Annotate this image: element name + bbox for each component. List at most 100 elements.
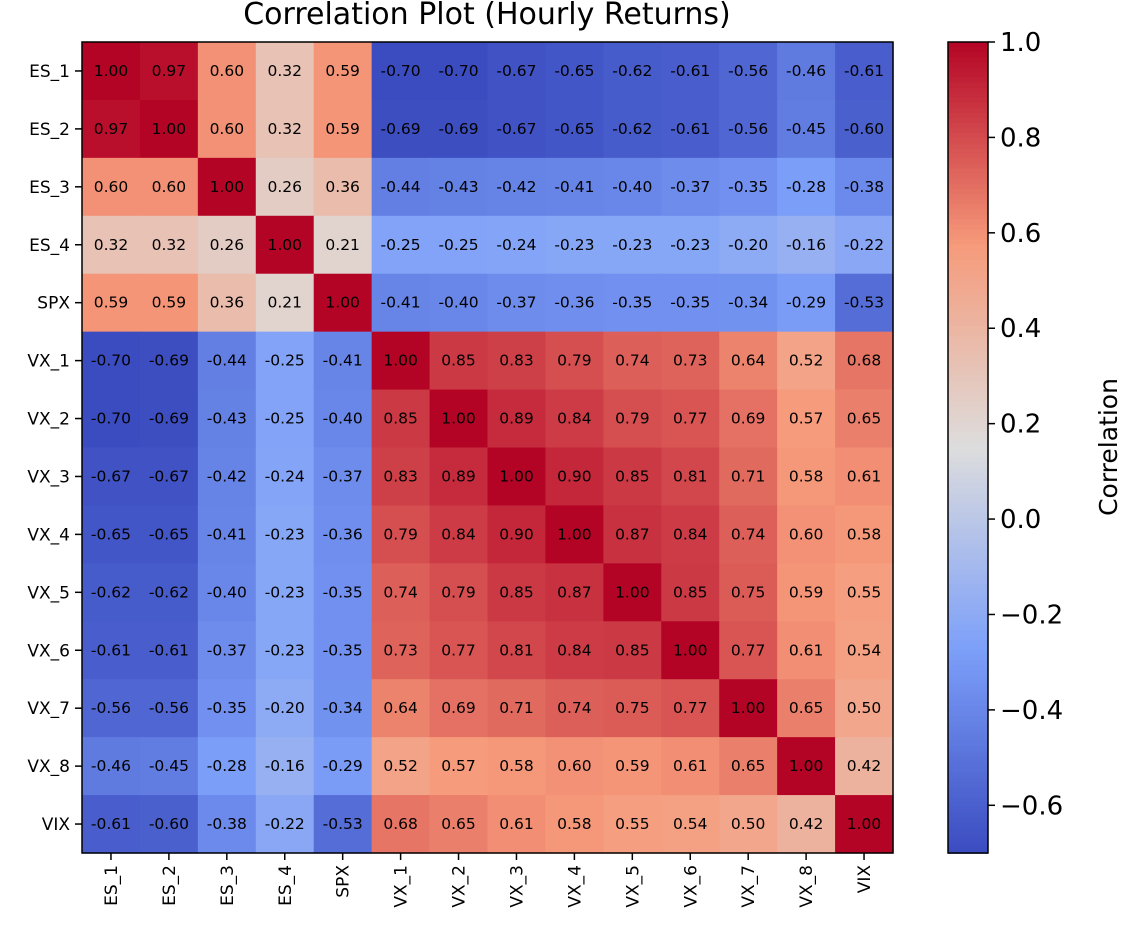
heatmap-cell-value: -0.37 [323,467,363,485]
heatmap-cell-value: 0.69 [441,699,476,717]
heatmap-cell [835,563,894,622]
colorbar-segment [948,107,988,114]
heatmap-cell [82,157,141,217]
heatmap-cell [82,679,141,738]
heatmap-cell [719,42,778,101]
heatmap-cell [313,621,373,680]
heatmap-cell [777,99,836,159]
colorbar-segment [948,112,988,119]
colorbar-segment [948,67,988,74]
heatmap-cell-value: 0.71 [499,699,534,717]
colorbar-segment [948,721,988,728]
heatmap-cell [197,273,257,333]
colorbar-segment [948,87,988,94]
heatmap-cell-value: 1.00 [441,410,476,428]
heatmap-cell [313,99,373,159]
heatmap-cell-value: 0.73 [673,352,708,370]
x-axis-tick-label: VX_5 [623,865,643,908]
colorbar-segment [948,148,988,155]
heatmap-cell-value: 0.26 [267,178,302,196]
colorbar-segment [948,183,988,190]
heatmap-cell-value: -0.25 [265,352,305,370]
colorbar-segment [948,102,988,109]
heatmap-cell [719,157,778,217]
heatmap-cell-value: -0.61 [670,62,710,80]
heatmap-cell-value: 0.60 [210,62,245,80]
heatmap-cell [835,795,894,854]
heatmap-cell-value: -0.35 [612,294,652,312]
heatmap-cell [197,737,257,796]
heatmap-cell-value: 1.00 [210,178,245,196]
heatmap-cell-value: 0.69 [731,410,766,428]
heatmap-cell-value: -0.34 [728,294,768,312]
heatmap-cell-value: 0.61 [789,641,824,659]
heatmap-cell [255,563,315,622]
heatmap-cell [661,99,720,159]
colorbar-segment [948,741,988,748]
colorbar-segment [948,427,988,434]
colorbar-segment [948,685,988,692]
colorbar-segment [948,832,988,839]
heatmap-cell-value: 0.83 [383,467,418,485]
heatmap-cell-value: -0.20 [265,699,305,717]
heatmap-cell-value: 0.60 [557,757,592,775]
heatmap-cell [545,99,604,159]
heatmap-cell-value: 0.36 [210,294,245,312]
heatmap-cell-value: 1.00 [325,294,360,312]
colorbar-segment [948,366,988,373]
colorbar-segment [948,234,988,241]
heatmap-cell-value: 0.74 [383,583,418,601]
heatmap-cell-value: 1.00 [789,757,824,775]
heatmap-cell-value: -0.42 [207,467,247,485]
x-axis-tick-label: SPX [334,865,354,898]
colorbar-segment [948,716,988,723]
colorbar-segment [948,92,988,99]
heatmap-cell [545,505,604,564]
x-axis-tick-label: VX_4 [565,865,585,908]
y-axis-tick-label: VX_5 [27,583,70,603]
colorbar-segment [948,508,988,515]
heatmap-cell [429,389,489,449]
heatmap-cell-value: 0.21 [325,236,360,254]
colorbar-segment [948,462,988,469]
heatmap-cell-value: -0.62 [149,583,189,601]
heatmap-cell [139,389,199,449]
colorbar-segment [948,361,988,368]
heatmap-cell-value: 0.50 [847,699,882,717]
colorbar-segment [948,675,988,682]
colorbar-segment [948,847,988,854]
colorbar-segment [948,376,988,383]
heatmap-cell [197,795,257,854]
heatmap-cell [661,42,720,101]
colorbar-segment [948,787,988,793]
heatmap-cell-value: -0.56 [728,120,768,138]
heatmap-cell-value: 0.58 [557,815,592,833]
colorbar-segment [948,726,988,733]
heatmap-cell [777,737,836,796]
y-axis-tick-label: SPX [37,294,70,314]
heatmap-cell-value: 0.89 [441,467,476,485]
y-axis-tick-label: ES_1 [29,62,70,82]
heatmap-cell-value: 0.55 [847,583,882,601]
colorbar-segment [948,761,988,768]
heatmap-cell-value: 0.64 [383,699,418,717]
colorbar-segment [948,766,988,773]
heatmap-cell-value: -0.60 [149,815,189,833]
heatmap-cell-value: 0.32 [267,120,302,138]
heatmap-cell [661,505,720,564]
heatmap-cell [777,389,836,449]
heatmap-cell [545,157,604,217]
colorbar-segment [948,614,988,621]
heatmap-cell-value: -0.40 [438,294,478,312]
colorbar-segment [948,518,988,525]
heatmap-cell [429,273,489,333]
x-axis-tick-label: VX_8 [797,865,817,908]
colorbar-segment [948,300,988,307]
colorbar-segment [948,472,988,479]
heatmap-cell-value: 0.32 [267,62,302,80]
heatmap-cell [487,273,547,333]
y-axis-tick-label: VX_1 [27,352,70,372]
heatmap-cell [661,447,720,507]
heatmap-cell [429,505,489,564]
heatmap-cell [197,679,257,738]
